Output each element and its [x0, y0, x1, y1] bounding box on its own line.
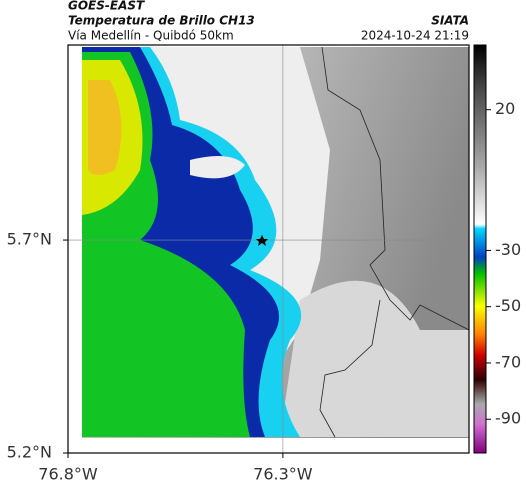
y-tick-label: 5.2°N [7, 443, 52, 462]
agency: SIATA [431, 14, 469, 28]
y-tick-label: 5.7°N [7, 230, 52, 249]
location-marker [256, 235, 268, 246]
colorbar-tick-label: -70 [495, 352, 521, 371]
colorbar-tick-label: -50 [495, 296, 521, 315]
route: Vía Medellín - Quibdó 50km [68, 29, 234, 43]
colorbar [473, 44, 487, 454]
product-title: Temperatura de Brillo CH13 [68, 14, 255, 28]
x-tick-label: 76.3°W [253, 465, 313, 484]
colorbar-tick-label: -90 [495, 409, 521, 428]
satellite-image [67, 44, 470, 454]
colorbar-tick-label: 20 [495, 99, 515, 118]
colorbar-tick-label: -30 [495, 240, 521, 259]
satellite: GOES-EAST [68, 0, 145, 13]
x-tick-label: 76.8°W [38, 465, 98, 484]
timestamp: 2024-10-24 21:19 [361, 29, 469, 43]
